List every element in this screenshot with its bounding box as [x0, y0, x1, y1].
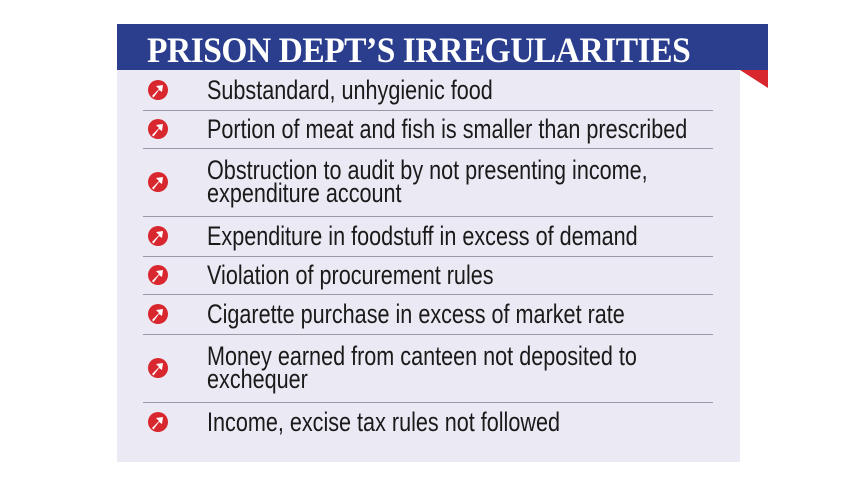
list-item: Cigarette purchase in excess of market r…	[143, 294, 713, 335]
list-item: Substandard, unhygienic food	[143, 70, 713, 111]
list-item-text: Money earned from canteen not deposited …	[207, 341, 637, 394]
arrow-up-right-icon	[148, 358, 168, 378]
title: PRISON DEPT’S IRREGULARITIES	[147, 30, 691, 70]
list-item-line: Income, excise tax rules not followed	[207, 406, 560, 437]
list-item-text: Obstruction to audit by not presenting i…	[207, 155, 648, 208]
list-item-text: Cigarette purchase in excess of market r…	[207, 298, 625, 329]
list-item: Portion of meat and fish is smaller than…	[143, 110, 713, 149]
list-item-line: Portion of meat and fish is smaller than…	[207, 113, 688, 144]
arrow-up-right-icon	[148, 226, 168, 246]
irregularities-list: Substandard, unhygienic food Portion of m…	[117, 70, 740, 462]
list-item-text: Income, excise tax rules not followed	[207, 406, 560, 437]
list-item-line: exchequer	[207, 364, 308, 394]
list-item: Violation of procurement rules	[143, 256, 713, 295]
list-item-text: Expenditure in foodstuff in excess of de…	[207, 220, 638, 251]
list-item-text: Portion of meat and fish is smaller than…	[207, 113, 688, 144]
arrow-up-right-icon	[148, 304, 168, 324]
list-item-line: Substandard, unhygienic food	[207, 74, 493, 105]
list-item-text: Violation of procurement rules	[207, 259, 494, 290]
arrow-up-right-icon	[148, 119, 168, 139]
list-item-line: Cigarette purchase in excess of market r…	[207, 298, 625, 329]
list-item: Expenditure in foodstuff in excess of de…	[143, 216, 713, 257]
arrow-up-right-icon	[148, 80, 168, 100]
list-item: Obstruction to audit by not presenting i…	[143, 148, 713, 217]
corner-accent	[740, 70, 768, 88]
header-bar: PRISON DEPT’S IRREGULARITIES	[117, 24, 768, 70]
list-item-line: Violation of procurement rules	[207, 259, 494, 290]
list-item-line: expenditure account	[207, 178, 402, 208]
list-item: Income, excise tax rules not followed	[143, 402, 713, 442]
list-item-line: Obstruction to audit by not presenting i…	[207, 155, 648, 185]
list-item: Money earned from canteen not deposited …	[143, 334, 713, 403]
arrow-up-right-icon	[148, 265, 168, 285]
list-item-line: Expenditure in foodstuff in excess of de…	[207, 220, 638, 251]
list-item-text: Substandard, unhygienic food	[207, 74, 493, 105]
list-item-line: Money earned from canteen not deposited …	[207, 341, 637, 371]
arrow-up-right-icon	[148, 172, 168, 192]
arrow-up-right-icon	[148, 412, 168, 432]
